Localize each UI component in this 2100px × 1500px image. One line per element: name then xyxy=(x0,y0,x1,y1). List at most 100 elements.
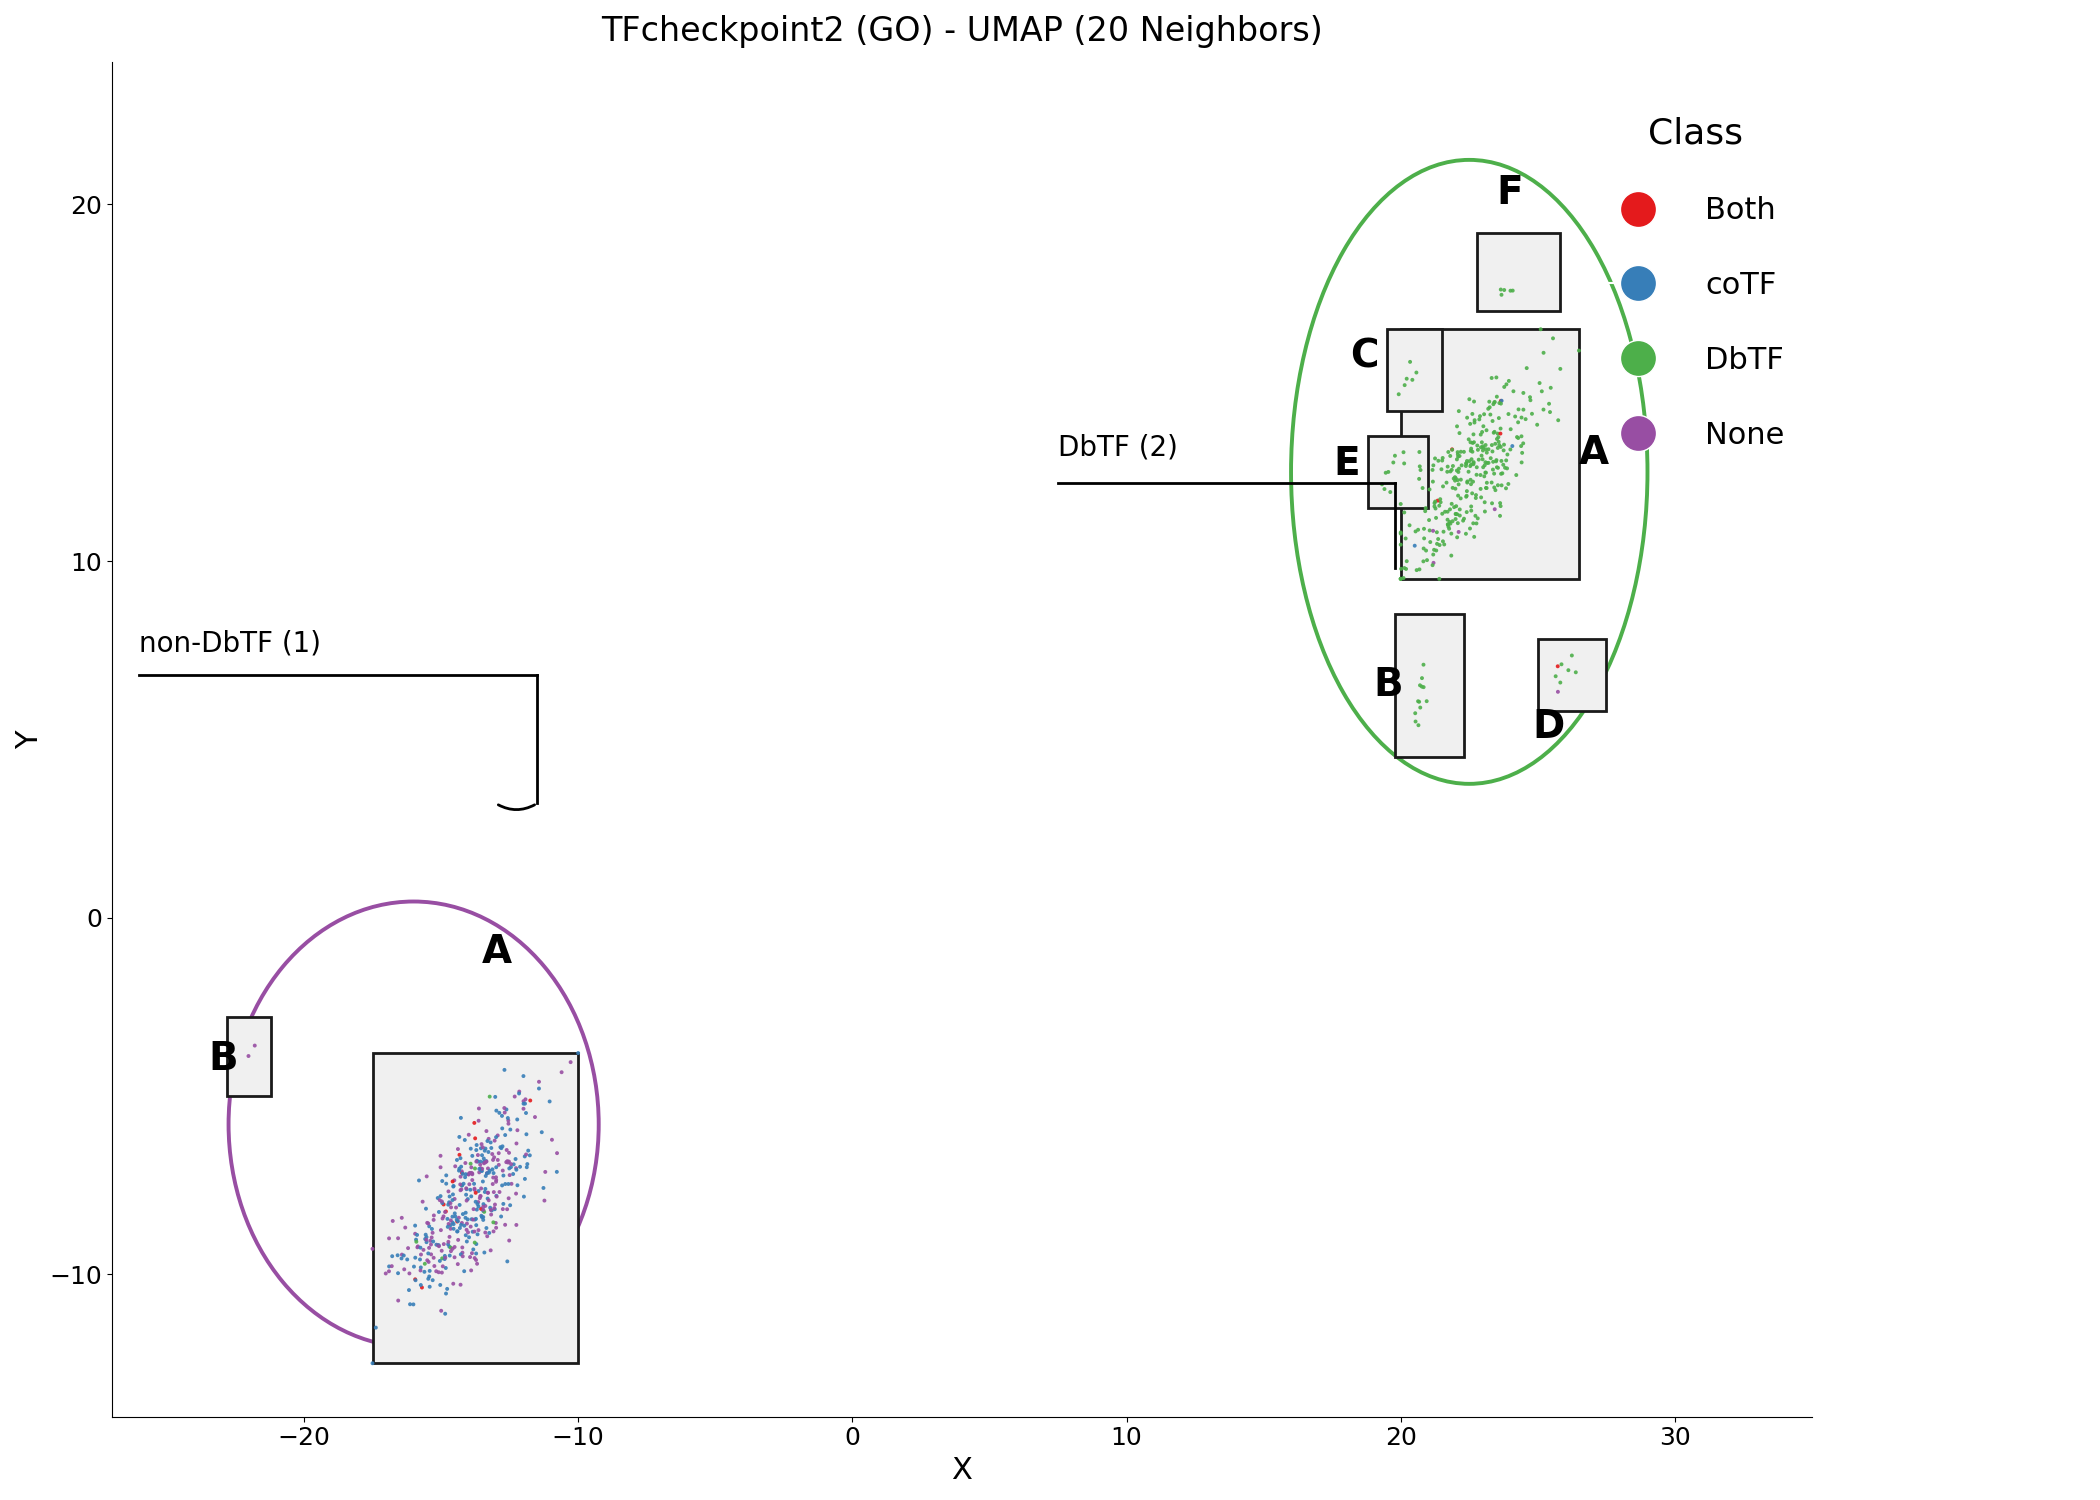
Point xyxy=(460,1149,493,1173)
Point xyxy=(433,1191,466,1215)
Point xyxy=(1441,444,1474,468)
Point xyxy=(1453,472,1487,496)
Point xyxy=(502,1080,536,1104)
Point xyxy=(399,1269,433,1293)
Point xyxy=(1384,567,1418,591)
Point xyxy=(428,1281,462,1305)
Point xyxy=(1480,427,1514,451)
Point xyxy=(1392,513,1426,537)
Point xyxy=(1388,526,1422,550)
Point xyxy=(462,1194,496,1218)
Point xyxy=(410,1197,443,1221)
Point xyxy=(1415,519,1449,543)
Point xyxy=(1476,462,1510,486)
Point xyxy=(468,1178,502,1202)
Point xyxy=(1390,549,1424,573)
Point xyxy=(1449,452,1483,476)
Point xyxy=(1466,435,1499,459)
Point xyxy=(1480,448,1514,472)
Point xyxy=(449,1162,483,1186)
Point xyxy=(1455,402,1489,426)
Point xyxy=(1470,471,1504,495)
Point xyxy=(414,1228,447,1252)
Point xyxy=(462,1156,496,1180)
Point xyxy=(483,1136,517,1160)
Point xyxy=(1436,466,1470,490)
Point xyxy=(443,1158,477,1182)
Point xyxy=(1493,369,1527,393)
Point xyxy=(1436,454,1470,478)
Point xyxy=(491,1150,525,1174)
Point xyxy=(433,1185,466,1209)
Point xyxy=(447,1166,481,1190)
Point xyxy=(439,1204,472,1228)
Point xyxy=(428,1246,462,1270)
Point xyxy=(1539,664,1573,688)
Point xyxy=(468,1150,502,1174)
Point xyxy=(454,1152,487,1176)
Point xyxy=(466,1150,500,1174)
Point xyxy=(422,1233,456,1257)
Point xyxy=(1472,452,1506,476)
Point xyxy=(1451,448,1485,472)
Point xyxy=(491,1106,525,1130)
Point xyxy=(452,1221,485,1245)
Point xyxy=(470,1186,504,1210)
Point xyxy=(1409,496,1443,520)
Point xyxy=(494,1152,527,1176)
Point xyxy=(1462,438,1495,462)
Point xyxy=(477,1166,510,1190)
Text: D: D xyxy=(1533,708,1564,747)
Point xyxy=(414,1233,447,1257)
Point xyxy=(428,1244,462,1268)
Point xyxy=(1457,450,1491,474)
Point xyxy=(1384,522,1418,546)
Point xyxy=(1466,420,1499,444)
Point xyxy=(437,1238,470,1262)
Point xyxy=(1453,516,1487,540)
Point xyxy=(414,1258,447,1282)
Point xyxy=(506,1092,540,1116)
Point xyxy=(1478,420,1512,444)
Point xyxy=(424,1239,458,1263)
Point xyxy=(477,1148,510,1172)
Point xyxy=(458,1126,491,1150)
Point xyxy=(470,1224,504,1248)
Point xyxy=(464,1132,498,1156)
Text: A: A xyxy=(483,933,512,970)
Point xyxy=(424,1218,458,1242)
Point xyxy=(1438,477,1472,501)
Text: B: B xyxy=(208,1040,237,1078)
Point xyxy=(454,1245,487,1269)
Point xyxy=(460,1190,493,1214)
Point xyxy=(487,1096,521,1120)
Text: C: C xyxy=(1350,338,1380,375)
Point xyxy=(1480,472,1514,496)
Point xyxy=(1443,456,1476,480)
Point xyxy=(410,1230,443,1254)
Point xyxy=(399,1221,433,1245)
Point xyxy=(485,1136,519,1160)
Point xyxy=(418,1203,452,1227)
Point xyxy=(1449,454,1483,478)
Point xyxy=(435,1216,468,1240)
Bar xyxy=(1386,328,1443,411)
Point xyxy=(500,1214,533,1237)
Point xyxy=(456,1161,489,1185)
Point xyxy=(1443,504,1476,528)
Point xyxy=(437,1174,470,1198)
Point xyxy=(399,1227,433,1251)
Point xyxy=(1426,501,1460,525)
Point xyxy=(454,1178,487,1202)
Point xyxy=(1541,654,1575,678)
Point xyxy=(472,1126,506,1150)
Point xyxy=(372,1227,405,1251)
Point xyxy=(426,1254,460,1278)
Point xyxy=(412,1268,445,1292)
Point xyxy=(447,1214,481,1237)
Point xyxy=(1541,408,1575,432)
Point xyxy=(1483,422,1516,446)
Point xyxy=(504,1155,538,1179)
Point xyxy=(502,1082,536,1106)
Point xyxy=(1455,495,1489,519)
